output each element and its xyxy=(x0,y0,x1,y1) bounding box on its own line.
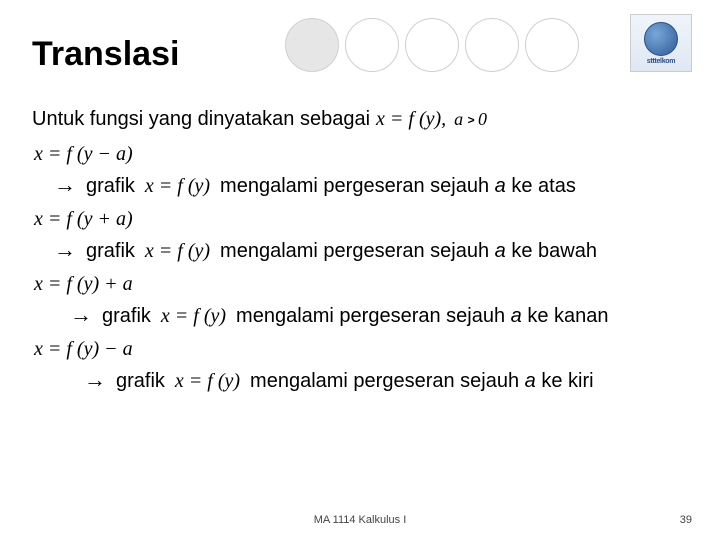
condition-var: a xyxy=(454,109,463,129)
institution-logo: stttelkom xyxy=(630,14,692,72)
intro-formula: x = f (y), xyxy=(376,108,446,131)
rule-desc: mengalami pergeseran sejauh a ke bawah xyxy=(220,240,597,263)
desc-em: a xyxy=(525,370,536,392)
rule-block: x = f (y) + a → grafik x = f (y) mengala… xyxy=(32,273,688,328)
logo-label: stttelkom xyxy=(647,58,675,65)
condition-zero: 0 xyxy=(478,109,487,129)
desc-em: a xyxy=(511,305,522,327)
intro-text: Untuk fungsi yang dinyatakan sebagai xyxy=(32,108,370,131)
intro-line: Untuk fungsi yang dinyatakan sebagai x =… xyxy=(32,108,688,131)
rules-list: x = f (y − a) → grafik x = f (y) mengala… xyxy=(32,143,688,393)
globe-icon xyxy=(644,22,678,56)
arrow-icon: → xyxy=(54,237,76,263)
case-formula: x = f (y − a) xyxy=(34,143,688,166)
grafik-label: grafik xyxy=(86,240,135,263)
grafik-label: grafik xyxy=(86,175,135,198)
desc-post: ke kanan xyxy=(522,305,609,327)
mid-formula: x = f (y) xyxy=(145,240,210,263)
rule-block: x = f (y) − a → grafik x = f (y) mengala… xyxy=(32,338,688,393)
arrow-icon: → xyxy=(84,367,106,393)
arrow-icon: → xyxy=(54,172,76,198)
mid-formula: x = f (y) xyxy=(175,370,240,393)
case-formula: x = f (y) − a xyxy=(34,338,688,361)
circle-icon xyxy=(525,18,579,72)
mid-formula: x = f (y) xyxy=(145,175,210,198)
rule-line: → grafik x = f (y) mengalami pergeseran … xyxy=(70,302,688,328)
rule-line: → grafik x = f (y) mengalami pergeseran … xyxy=(54,237,688,263)
desc-post: ke bawah xyxy=(506,240,597,262)
desc-pre: mengalami pergeseran sejauh xyxy=(250,370,525,392)
desc-pre: mengalami pergeseran sejauh xyxy=(236,305,511,327)
circle-icon xyxy=(465,18,519,72)
rule-line: → grafik x = f (y) mengalami pergeseran … xyxy=(54,172,688,198)
rule-desc: mengalami pergeseran sejauh a ke kiri xyxy=(250,370,594,393)
mid-formula: x = f (y) xyxy=(161,305,226,328)
arrow-icon: → xyxy=(70,302,92,328)
case-formula: x = f (y) + a xyxy=(34,273,688,296)
slide-container: Translasi stttelkom Untuk fungsi yang di… xyxy=(0,0,720,540)
desc-post: ke atas xyxy=(506,175,576,197)
title-row: Translasi stttelkom xyxy=(32,24,688,84)
desc-pre: mengalami pergeseran sejauh xyxy=(220,175,495,197)
grafik-label: grafik xyxy=(102,305,151,328)
circle-icon xyxy=(345,18,399,72)
desc-em: a xyxy=(495,175,506,197)
rule-line: → grafik x = f (y) mengalami pergeseran … xyxy=(84,367,688,393)
desc-em: a xyxy=(495,240,506,262)
rule-block: x = f (y + a) → grafik x = f (y) mengala… xyxy=(32,208,688,263)
rule-block: x = f (y − a) → grafik x = f (y) mengala… xyxy=(32,143,688,198)
footer-text: MA 1114 Kalkulus I xyxy=(0,514,720,526)
circle-icon xyxy=(285,18,339,72)
circle-icon xyxy=(405,18,459,72)
gt-symbol: > xyxy=(468,113,478,127)
desc-pre: mengalami pergeseran sejauh xyxy=(220,240,495,262)
decorative-circles xyxy=(285,18,579,72)
condition: a > 0 xyxy=(454,109,487,130)
slide-title: Translasi xyxy=(32,35,179,74)
desc-post: ke kiri xyxy=(536,370,594,392)
grafik-label: grafik xyxy=(116,370,165,393)
case-formula: x = f (y + a) xyxy=(34,208,688,231)
rule-desc: mengalami pergeseran sejauh a ke kanan xyxy=(236,305,608,328)
page-number: 39 xyxy=(680,514,692,526)
rule-desc: mengalami pergeseran sejauh a ke atas xyxy=(220,175,576,198)
